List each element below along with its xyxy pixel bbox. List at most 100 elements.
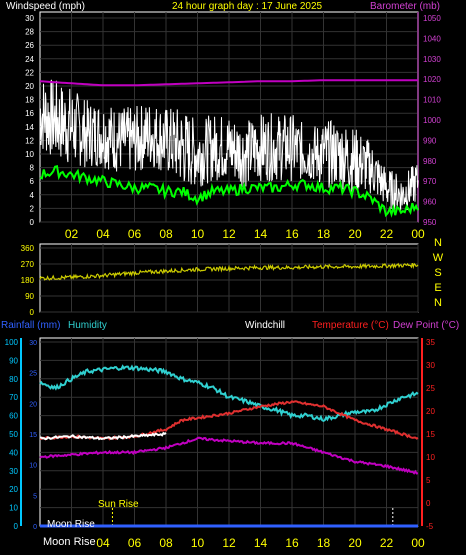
compass-label: S <box>434 267 441 279</box>
graph-title: 24 hour graph day : 17 June 2025 <box>172 1 323 12</box>
x-tick-label: 20 <box>348 227 362 241</box>
y-right-tick-label: 1050 <box>423 14 441 23</box>
temp-tick-label: 20 <box>426 407 435 416</box>
direction-tick-label: 90 <box>25 292 34 301</box>
y-tick-label: 20 <box>25 82 34 91</box>
direction-tick-label: 180 <box>21 276 35 285</box>
temp-tick-label: 5 <box>426 476 431 485</box>
x-tick-label: 16 <box>285 227 299 241</box>
y-tick-label: 30 <box>25 14 34 23</box>
humidity-tick-label: 20 <box>9 485 18 494</box>
windchill-label: Windchill <box>245 320 286 331</box>
compass-label: W <box>433 252 444 264</box>
y-tick-label: 8 <box>30 164 35 173</box>
rainfall-tick-label: 0 <box>33 524 37 531</box>
direction-tick-label: 360 <box>21 244 35 253</box>
y-right-tick-label: 990 <box>423 136 437 145</box>
humidity-label: Humidity <box>68 320 107 331</box>
x-tick-label: 16 <box>285 536 299 550</box>
x-tick-label: 04 <box>96 536 110 550</box>
rainfall-label: Rainfall (mm) <box>1 320 61 331</box>
y-tick-label: 24 <box>25 55 34 64</box>
x-tick-label: 20 <box>348 536 362 550</box>
x-tick-label: 02 <box>65 227 79 241</box>
direction-tick-label: 0 <box>30 308 35 317</box>
y-right-tick-label: 1000 <box>423 116 441 125</box>
temp-tick-label: -5 <box>426 522 434 531</box>
x-tick-label: 10 <box>191 536 205 550</box>
y-right-tick-label: 980 <box>423 157 437 166</box>
x-tick-label: 06 <box>128 227 142 241</box>
y-right-tick-label: 1020 <box>423 75 441 84</box>
y-tick-label: 4 <box>30 191 35 200</box>
humidity-tick-label: 100 <box>5 338 19 347</box>
humidity-tick-label: 70 <box>9 393 18 402</box>
dewpoint-line <box>39 436 419 475</box>
barometer-label: Barometer (mb) <box>370 1 441 12</box>
direction-line <box>39 262 419 281</box>
x-tick-label: 10 <box>191 227 205 241</box>
gust-line <box>39 164 419 218</box>
y-right-tick-label: 960 <box>423 198 437 207</box>
humidity-tick-label: 40 <box>9 448 18 457</box>
temperature-label: Temperature (°C) <box>312 320 389 331</box>
sun-rise-label: Sun Rise <box>98 499 139 510</box>
rainfall-tick-label: 30 <box>29 340 37 347</box>
y-right-tick-label: 1030 <box>423 55 441 64</box>
x-tick-label: 08 <box>159 536 173 550</box>
temp-tick-label: 0 <box>426 499 431 508</box>
y-tick-label: 0 <box>30 218 35 227</box>
windchill-line <box>39 431 167 441</box>
dewpoint-label: Dew Point (°C) <box>393 320 460 331</box>
rainfall-tick-label: 15 <box>29 432 37 439</box>
y-right-tick-label: 950 <box>423 218 437 227</box>
temp-tick-label: 35 <box>426 338 435 347</box>
moon-phase-label: Moon Rise <box>43 536 96 548</box>
x-tick-label: 22 <box>380 227 394 241</box>
y-tick-label: 6 <box>30 177 35 186</box>
temp-tick-label: 30 <box>426 361 435 370</box>
x-tick-label: 12 <box>222 227 236 241</box>
rainfall-tick-label: 10 <box>29 463 37 470</box>
x-tick-label: 00 <box>411 227 425 241</box>
compass-label: E <box>434 282 441 294</box>
humidity-tick-label: 80 <box>9 375 18 384</box>
x-tick-label: 04 <box>96 227 110 241</box>
humidity-tick-label: 50 <box>9 430 18 439</box>
y-tick-label: 14 <box>25 123 34 132</box>
moon-rise-label: Moon Rise <box>47 519 95 530</box>
y-tick-label: 10 <box>25 150 34 159</box>
x-tick-label: 12 <box>222 536 236 550</box>
y-tick-label: 12 <box>25 136 34 145</box>
rainfall-tick-label: 20 <box>29 401 37 408</box>
x-tick-label: 14 <box>254 536 268 550</box>
x-tick-label: 14 <box>254 227 268 241</box>
compass-label: N <box>434 297 442 309</box>
y-right-tick-label: 970 <box>423 177 437 186</box>
windspeed-label: Windspeed (mph) <box>6 1 85 12</box>
barometer-line <box>39 79 418 87</box>
humidity-tick-label: 0 <box>14 522 19 531</box>
humidity-tick-label: 30 <box>9 467 18 476</box>
compass-label: N <box>434 237 442 249</box>
rainfall-tick-label: 5 <box>33 493 37 500</box>
y-tick-label: 28 <box>25 28 34 37</box>
x-tick-label: 06 <box>128 536 142 550</box>
rainfall-tick-label: 25 <box>29 371 37 378</box>
y-right-tick-label: 1010 <box>423 96 441 105</box>
humidity-tick-label: 60 <box>9 412 18 421</box>
humidity-tick-label: 10 <box>9 504 18 513</box>
humidity-line <box>39 364 419 423</box>
y-tick-label: 18 <box>25 96 34 105</box>
y-tick-label: 22 <box>25 68 34 77</box>
x-tick-label: 00 <box>411 536 425 550</box>
x-tick-label: 22 <box>380 536 394 550</box>
windspeed-line <box>39 79 419 213</box>
y-right-tick-label: 1040 <box>423 34 441 43</box>
direction-tick-label: 270 <box>21 260 35 269</box>
x-tick-label: 18 <box>317 227 331 241</box>
temp-tick-label: 15 <box>426 430 435 439</box>
temp-tick-label: 10 <box>426 453 435 462</box>
x-tick-label: 18 <box>317 536 331 550</box>
